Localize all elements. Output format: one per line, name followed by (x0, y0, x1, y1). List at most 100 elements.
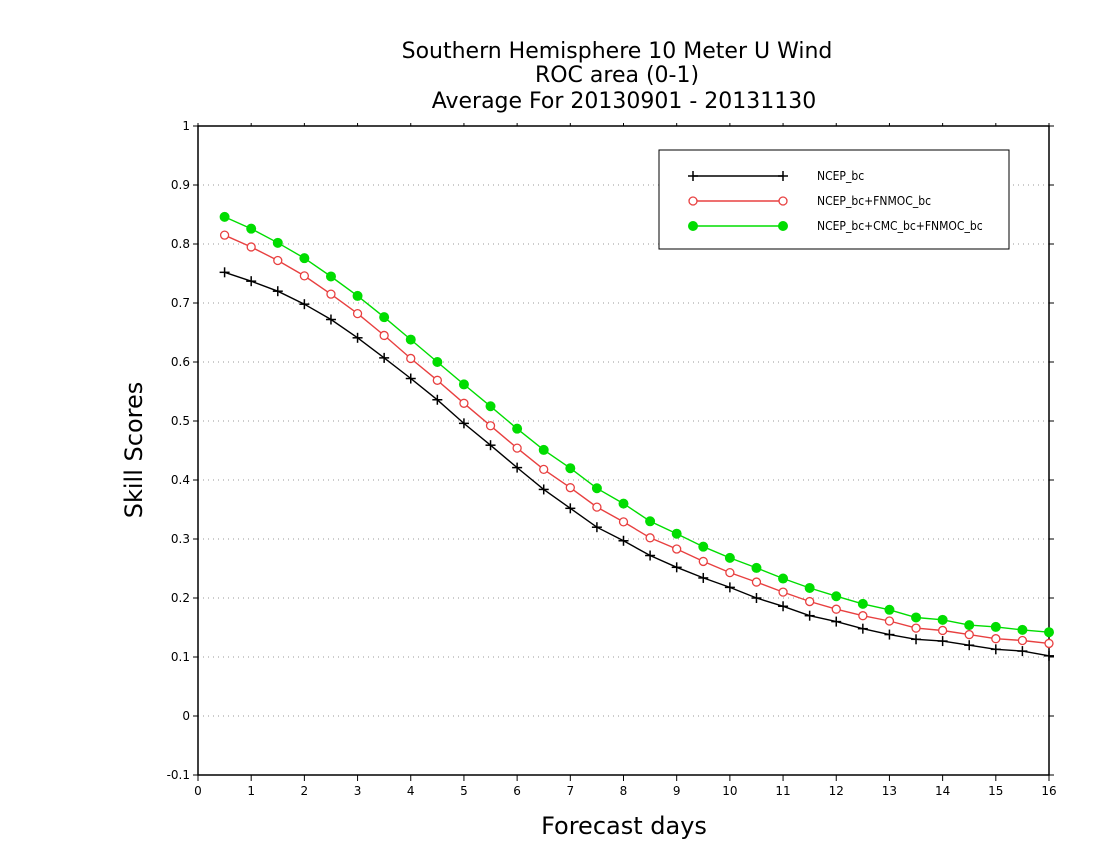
data-point (991, 634, 1001, 644)
y-tick-label: 0.2 (171, 591, 190, 605)
data-point (645, 533, 655, 543)
data-point (299, 271, 310, 281)
data-point (671, 528, 682, 539)
data-point (485, 440, 496, 451)
data-point (857, 623, 868, 634)
data-point (884, 604, 895, 615)
data-point (352, 290, 363, 301)
y-tick-label: 0.1 (171, 650, 190, 664)
x-tick-label: 10 (722, 784, 737, 798)
data-point (937, 625, 948, 636)
x-tick-label: 16 (1041, 784, 1056, 798)
data-point (858, 611, 868, 621)
data-point (592, 502, 602, 512)
series-2 (219, 230, 1054, 649)
series-1 (219, 267, 1054, 661)
data-point (804, 582, 815, 593)
data-point (1017, 624, 1028, 635)
plot-frame (197, 125, 1050, 776)
data-point (485, 421, 496, 431)
legend-marker (688, 196, 698, 206)
series-line (224, 271, 1050, 657)
y-tick-label: 0.3 (171, 532, 190, 546)
data-point (805, 596, 815, 607)
data-point (1017, 646, 1028, 657)
chart-subtitle: ROC area (0-1) (535, 63, 699, 88)
legend-marker (778, 171, 788, 181)
data-point (512, 462, 523, 473)
data-point (911, 634, 922, 645)
x-tick-label: 9 (673, 784, 681, 798)
x-tick-label: 14 (935, 784, 950, 798)
data-point (1044, 638, 1054, 649)
chart-subtitle-date-range: Average For 20130901 - 20131130 (432, 89, 817, 114)
data-point (698, 572, 709, 583)
legend-marker (688, 221, 698, 231)
legend-entry: NCEP_bc+CMC_bc+FNMOC_bc (688, 219, 983, 233)
y-tick-label: 0.7 (171, 296, 190, 310)
data-point (246, 276, 257, 287)
data-point (671, 562, 682, 573)
data-point (299, 299, 310, 310)
series-3 (219, 211, 1054, 638)
x-tick-label: 11 (775, 784, 790, 798)
chart-titles: Southern Hemisphere 10 Meter U Wind ROC … (402, 39, 833, 114)
data-point (698, 541, 709, 552)
data-point (751, 577, 762, 587)
y-tick-label: 0.6 (171, 355, 190, 369)
axes: -0.100.10.20.30.40.50.60.70.80.910 1 2 3 4 5 6… (167, 119, 1057, 798)
data-point (432, 375, 442, 385)
data-point (458, 379, 469, 390)
legend-entry: NCEP_bc (688, 169, 864, 183)
data-point (964, 629, 974, 640)
data-point (778, 601, 789, 612)
data-point (911, 612, 922, 623)
data-point (325, 314, 336, 325)
data-point (326, 289, 336, 299)
data-point (406, 353, 416, 364)
data-point (352, 308, 363, 319)
data-point (724, 552, 735, 563)
grid-lines (198, 184, 1049, 717)
data-point (246, 223, 257, 234)
data-point (645, 516, 656, 527)
data-point (645, 550, 656, 561)
data-point (405, 373, 416, 384)
data-point (831, 591, 842, 602)
x-tick-label: 7 (566, 784, 574, 798)
data-point (246, 242, 256, 252)
data-point (937, 636, 948, 647)
data-point (698, 556, 708, 567)
legend-marker (688, 171, 698, 181)
data-point (778, 573, 789, 584)
data-point (751, 562, 762, 573)
data-point (964, 640, 975, 651)
data-point (1044, 650, 1054, 661)
data-point (272, 286, 283, 297)
y-tick-label: 0.8 (171, 237, 190, 251)
y-tick-label: 0.5 (171, 414, 190, 428)
data-point (591, 483, 602, 494)
data-point (751, 593, 762, 603)
data-point (937, 614, 948, 625)
legend-box (658, 149, 1010, 250)
x-axis-label: Forecast days (541, 812, 707, 840)
data-point (379, 330, 389, 341)
x-tick-label: 13 (882, 784, 897, 798)
data-point (325, 271, 336, 282)
data-point (512, 423, 523, 434)
data-point (379, 312, 390, 323)
series-line (224, 234, 1050, 645)
x-tick-label: 2 (301, 784, 309, 798)
legend-label: NCEP_bc+FNMOC_bc (817, 194, 931, 208)
data-point (778, 587, 788, 597)
data-point (219, 230, 230, 240)
data-point (857, 598, 868, 609)
data-point (565, 463, 576, 474)
data-point (1044, 627, 1054, 638)
y-tick-label: 1 (182, 119, 190, 133)
legend-marker (778, 196, 788, 206)
data-point (618, 498, 629, 509)
data-point (219, 211, 230, 222)
